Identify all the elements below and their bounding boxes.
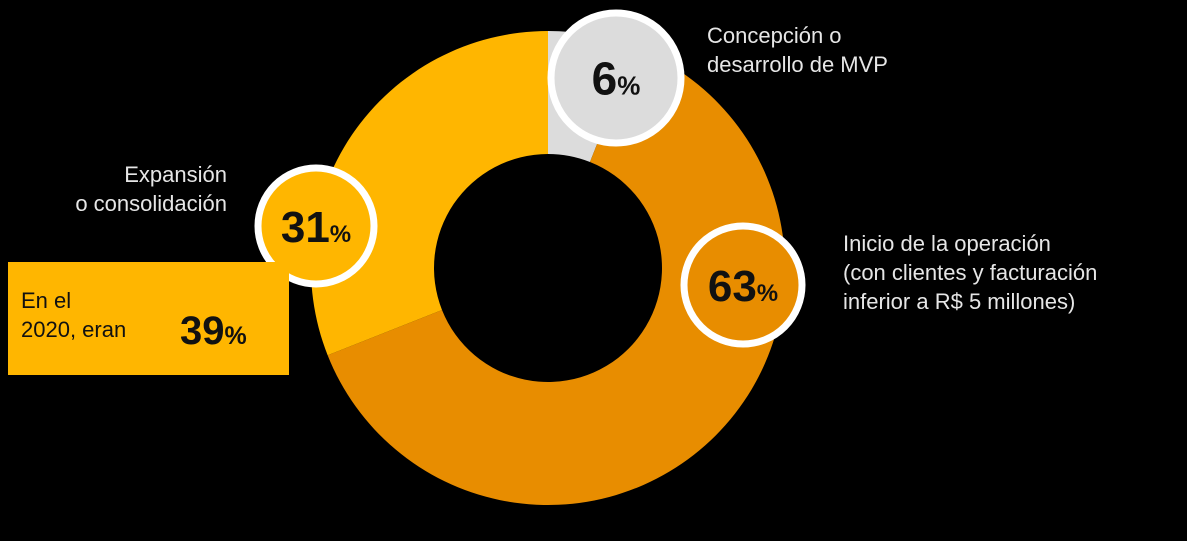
callout-text-line: 2020, eran <box>21 317 127 342</box>
slice-label-line: Expansión <box>124 162 227 187</box>
slice-label-expansion: Expansión o consolidación <box>75 160 227 218</box>
slice-label-line: inferior a R$ 5 millones) <box>843 289 1076 314</box>
value-badge-circle <box>680 222 806 348</box>
slice-label-line: desarrollo de MVP <box>707 52 888 77</box>
slice-label-mvp: Concepción o desarrollo de MVP <box>707 21 888 79</box>
callout-box: En el 2020, eran 39% <box>8 262 289 375</box>
value-badge-mvp: 6% <box>547 9 685 147</box>
value-badge-expansion: 31% <box>254 164 378 288</box>
slice-label-line: Concepción o <box>707 23 842 48</box>
value-label-inicio: 63% <box>708 262 778 311</box>
slice-label-line: Inicio de la operación <box>843 231 1051 256</box>
value-badge-circle <box>547 9 685 147</box>
callout-text: En el 2020, eran <box>21 286 126 344</box>
slice-label-line: o consolidación <box>75 191 227 216</box>
donut-slice-expansion <box>311 31 548 356</box>
donut-slice-inicio <box>327 47 786 505</box>
callout-value-number: 39 <box>180 309 225 353</box>
callout-text-line: En el <box>21 288 72 313</box>
slice-label-inicio: Inicio de la operación (con clientes y f… <box>843 229 1097 316</box>
badges-layer: 6% 63% 31% <box>254 9 806 348</box>
callout-value: 39% <box>180 309 247 354</box>
value-label-mvp: 6% <box>592 53 641 105</box>
value-label-expansion: 31% <box>281 203 351 252</box>
slice-label-line: (con clientes y facturación <box>843 260 1098 285</box>
value-badge-circle <box>254 164 378 288</box>
callout-value-suffix: % <box>224 322 247 350</box>
value-badge-inicio: 63% <box>680 222 806 348</box>
